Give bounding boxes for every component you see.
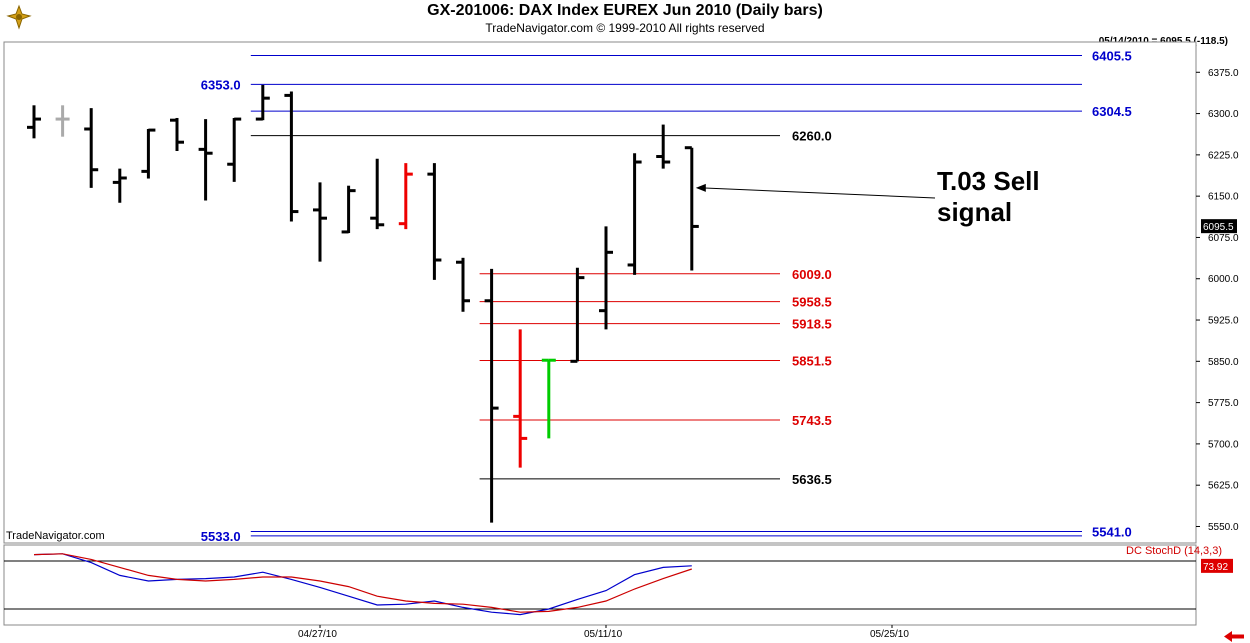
left-arrow-icon[interactable] <box>1222 630 1246 643</box>
stochastic-last-label: 73.92 <box>1203 562 1228 573</box>
x-tick-label: 05/25/10 <box>870 629 909 640</box>
watermark: TradeNavigator.com <box>6 530 105 542</box>
chart-title: GX-201006: DAX Index EUREX Jun 2010 (Dai… <box>427 2 823 19</box>
stochastic-frame <box>3 544 1197 626</box>
ohlc-bar <box>313 182 327 262</box>
y-tick-label: 5700.0 <box>1208 439 1239 450</box>
stochastic-label: DC StochD (14,3,3) <box>1126 545 1222 557</box>
level-label: 5541.0 <box>1092 524 1132 539</box>
level-label: 5851.5 <box>792 353 832 368</box>
level-label: 5743.5 <box>792 413 832 428</box>
ohlc-bar <box>570 267 585 363</box>
level-label: 5533.0 <box>201 529 241 544</box>
date-axis: 04/27/10 05/11/10 05/25/10 <box>298 625 909 640</box>
y-tick-label: 5925.0 <box>1208 316 1239 327</box>
y-tick-label: 5775.0 <box>1208 398 1239 409</box>
price-plot-frame <box>3 41 1197 544</box>
ohlc-bar <box>427 163 442 280</box>
ohlc-bar <box>84 108 99 188</box>
ohlc-bar <box>684 146 699 271</box>
stochastic-series-line <box>33 553 692 613</box>
ohlc-bar <box>599 226 613 330</box>
ohlc-bar <box>541 358 556 439</box>
ohlc-bar <box>341 185 356 234</box>
ohlc-bar <box>284 91 299 222</box>
ship-wheel-logo-icon <box>6 4 32 30</box>
y-tick-label: 6000.0 <box>1208 274 1239 285</box>
ohlc-bar <box>656 124 671 169</box>
signal-arrow <box>695 183 936 199</box>
level-label: 5918.5 <box>792 317 832 332</box>
ohlc-bar <box>456 257 470 312</box>
ohlc-bar <box>55 105 70 137</box>
ohlc-bar <box>370 158 385 230</box>
ohlc-bar <box>27 105 41 139</box>
price-panel <box>3 41 1197 544</box>
ohlc-bar <box>170 117 184 152</box>
ohlc-bar <box>227 117 242 182</box>
stochastic-last-box <box>1201 558 1233 573</box>
y-tick-label: 6225.0 <box>1208 150 1239 161</box>
level-label: 6353.0 <box>201 77 241 92</box>
y-tick-label: 5850.0 <box>1208 357 1239 368</box>
price-axis: 5550.0 5625.0 5700.0 5775.0 5850.0 5925.0 6000… <box>1196 68 1239 533</box>
ohlc-bar <box>255 84 270 121</box>
x-tick-label: 04/27/10 <box>298 629 337 640</box>
copyright-subtitle: TradeNavigator.com © 1999-2010 All right… <box>485 21 765 35</box>
level-label: 6304.5 <box>1092 104 1132 119</box>
last-price-box <box>1201 219 1237 234</box>
y-tick-label: 5625.0 <box>1208 481 1239 492</box>
ohlc-bars <box>27 84 699 523</box>
last-price-label: 6095.5 <box>1203 222 1234 233</box>
level-label: 6405.5 <box>1092 48 1132 63</box>
arrow-head <box>695 183 706 192</box>
level-label: 6009.0 <box>792 267 832 282</box>
level-label: 5958.5 <box>792 295 832 310</box>
ohlc-bar <box>141 128 156 179</box>
ohlc-bar <box>627 153 642 275</box>
ohlc-bar <box>112 168 127 203</box>
y-tick-label: 5550.0 <box>1208 522 1239 533</box>
ohlc-bar <box>513 329 528 468</box>
signal-line-1: T.03 Sell <box>937 166 1040 196</box>
sell-signal-annotation: T.03 Sell signal <box>937 166 1040 228</box>
ohlc-bar <box>484 268 499 523</box>
y-tick-label: 6075.0 <box>1208 233 1239 244</box>
signal-line-2: signal <box>937 197 1013 227</box>
level-label: 5636.5 <box>792 472 832 487</box>
level-label: 6260.0 <box>792 129 832 144</box>
arrow-shaft <box>701 187 936 199</box>
stochastic-panel: 73.92 <box>3 544 1233 626</box>
ohlc-bar <box>198 119 213 201</box>
y-tick-label: 6375.0 <box>1208 68 1239 79</box>
price-levels: 6405.5 6353.0 6304.5 6260.0 6009.0 5958.5 5918… <box>201 48 1132 543</box>
y-tick-label: 6300.0 <box>1208 109 1239 120</box>
ohlc-bar <box>398 163 413 230</box>
x-tick-label: 05/11/10 <box>584 629 623 640</box>
stochastic-series-line <box>33 553 692 616</box>
y-tick-label: 6150.0 <box>1208 192 1239 203</box>
